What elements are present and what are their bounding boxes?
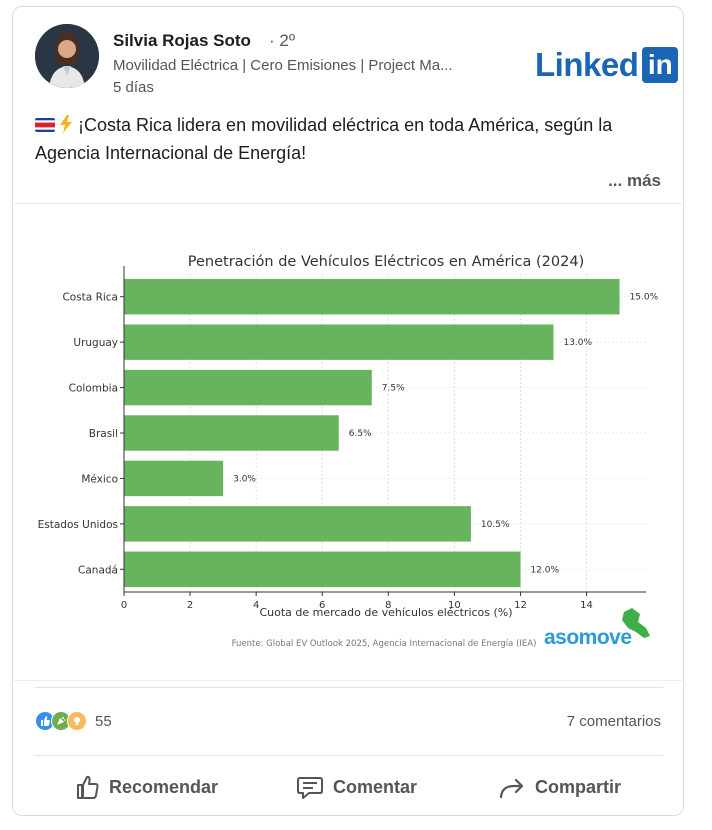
bar-value-label: 12.0% — [530, 565, 559, 575]
x-tick-label: 6 — [319, 600, 325, 611]
linkedin-logo-word: Linked — [535, 46, 639, 83]
bar-colombia — [124, 369, 372, 406]
bar-value-label: 15.0% — [630, 293, 659, 303]
chart-xlabel: Cuota de mercado de vehículos eléctricos… — [259, 606, 512, 619]
x-tick-label: 8 — [385, 600, 391, 611]
bar-canadá — [124, 551, 521, 588]
comment-button[interactable]: Comentar — [295, 765, 417, 809]
action-bar: Recomendar Comentar Compartir — [13, 765, 683, 809]
bar-méxico — [124, 460, 224, 497]
avatar[interactable] — [35, 24, 99, 88]
linkedin-logo-box: in — [642, 47, 679, 83]
like-label: Recomendar — [109, 776, 219, 797]
y-category-label: Uruguay — [73, 337, 118, 349]
chart-title: Penetración de Vehículos Eléctricos en A… — [188, 254, 584, 270]
ev-penetration-chart: 15.0% 13.0% 7.5% 6.5% 3.0% 10.5% 12.0% 0 2 4 6 8 10… — [38, 254, 659, 649]
bar-costa-rica — [124, 278, 620, 315]
post-header: Silvia Rojas Soto · 2º Movilidad Eléctri… — [13, 7, 683, 107]
insightful-reaction-icon — [67, 711, 87, 731]
bar-brasil — [124, 415, 339, 451]
divider-top — [35, 687, 663, 688]
linkedin-logo: Linked in — [535, 46, 679, 83]
bar-value-label: 7.5% — [382, 384, 405, 394]
comments-count[interactable]: 7 comentarios — [566, 713, 661, 730]
chart-source: Fuente: Global EV Outlook 2025, Agencia … — [232, 639, 537, 649]
reactions-summary[interactable]: 55 — [35, 709, 112, 733]
thumbs-up-icon — [77, 775, 99, 799]
bar-estados-unidos — [124, 506, 471, 542]
reaction-count: 55 — [95, 712, 112, 730]
connection-degree: · 2º — [269, 31, 296, 50]
x-tick-label: 4 — [253, 600, 259, 611]
post-image[interactable]: 15.0% 13.0% 7.5% 6.5% 3.0% 10.5% 12.0% 0 2 4 6 8 10… — [14, 203, 682, 681]
see-more-link[interactable]: ... más — [608, 171, 661, 190]
post-text: ¡Costa Rica lidera en movilidad eléctric… — [35, 115, 613, 163]
post-body: ¡Costa Rica lidera en movilidad eléctric… — [35, 111, 665, 167]
post-age: 5 días — [113, 79, 154, 96]
costa-rica-map-icon — [622, 608, 650, 638]
x-tick-label: 12 — [514, 600, 527, 611]
bar-value-label: 6.5% — [349, 429, 372, 439]
y-category-label: Colombia — [69, 383, 118, 395]
author-headline: Movilidad Eléctrica | Cero Emisiones | P… — [113, 57, 453, 74]
bar-value-label: 10.5% — [481, 520, 510, 530]
y-category-label: Brasil — [89, 428, 118, 440]
y-category-label: Estados Unidos — [38, 519, 118, 531]
x-tick-label: 10 — [448, 600, 461, 611]
y-category-label: Canadá — [78, 564, 118, 576]
comment-label: Comentar — [333, 776, 418, 797]
bar-value-label: 3.0% — [233, 474, 256, 484]
divider-bottom — [35, 755, 663, 756]
x-tick-label: 0 — [121, 600, 127, 611]
like-button[interactable]: Recomendar — [73, 765, 218, 809]
asomove-logo: asomove — [544, 608, 650, 649]
bar-value-label: 13.0% — [563, 338, 592, 348]
bar-uruguay — [124, 324, 554, 360]
x-tick-label: 14 — [580, 600, 593, 611]
share-button[interactable]: Compartir — [497, 765, 621, 809]
x-tick-label: 2 — [187, 600, 193, 611]
share-label: Compartir — [535, 776, 622, 797]
y-category-label: Costa Rica — [62, 292, 118, 304]
author-name[interactable]: Silvia Rojas Soto — [113, 31, 251, 50]
comment-icon — [297, 777, 323, 799]
share-arrow-icon — [499, 778, 524, 799]
lightning-icon — [60, 115, 72, 133]
post-card: Silvia Rojas Soto · 2º Movilidad Eléctri… — [12, 6, 684, 816]
costa-rica-flag-icon — [35, 118, 55, 132]
asomove-wordmark: asomove — [544, 626, 632, 649]
y-category-label: México — [81, 473, 118, 485]
